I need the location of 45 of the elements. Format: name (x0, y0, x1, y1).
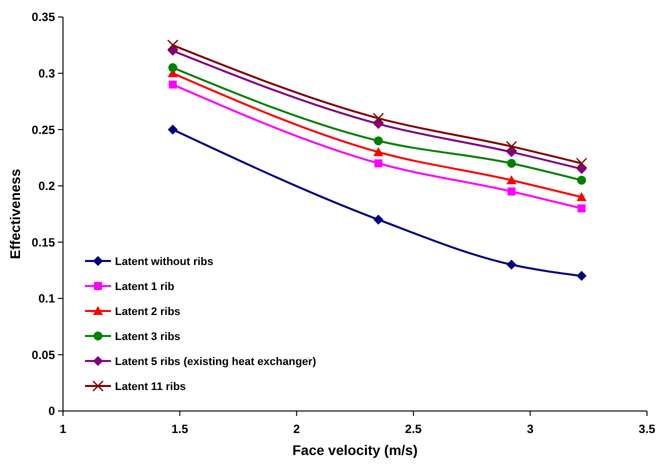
y-tick-label: 0.1 (38, 292, 56, 306)
legend-label: Latent 2 ribs (115, 306, 180, 318)
y-tick-label: 0.35 (32, 10, 56, 24)
point (373, 118, 384, 129)
legend-label: Latent without ribs (115, 256, 214, 268)
point (374, 159, 382, 168)
point (168, 80, 177, 89)
point (374, 136, 383, 146)
point (373, 147, 384, 156)
x-tick-label: 3.5 (638, 422, 656, 436)
point (576, 192, 587, 202)
point (168, 124, 178, 135)
y-tick-label: 0.25 (32, 122, 56, 137)
point (506, 175, 517, 184)
point (372, 112, 384, 124)
point (578, 204, 586, 212)
legend-label: Latent 3 ribs (115, 330, 180, 343)
x-tick-label: 3 (526, 422, 534, 436)
point (508, 187, 516, 196)
point (373, 214, 384, 225)
point (167, 39, 178, 51)
point (576, 270, 587, 281)
legend-label: Latent 1 rib (115, 280, 175, 293)
y-tick-label: 0.05 (32, 348, 56, 362)
point (506, 260, 517, 270)
legend-label: Latent 5 ribs (existing heat exchanger) (115, 356, 316, 368)
y-tick-label: 0.15 (32, 235, 56, 250)
x-tick-label: 2 (293, 422, 300, 436)
x-axis-title: Face velocity (m/s) (292, 442, 418, 458)
point (168, 46, 178, 56)
y-axis-title: Effectiveness (7, 168, 23, 260)
point (506, 147, 517, 158)
y-tick-label: 0.2 (38, 179, 56, 194)
x-tick-label: 1.5 (171, 422, 188, 436)
x-tick-label: 2.5 (405, 422, 422, 436)
point (577, 176, 586, 185)
point (576, 164, 587, 174)
y-tick-label: 0.3 (38, 66, 56, 80)
point (506, 140, 518, 152)
y-tick-label: 0 (48, 404, 56, 418)
x-tick-label: 1 (60, 422, 67, 436)
point (168, 63, 178, 72)
legend-label: Latent 11 ribs (115, 380, 186, 393)
point (576, 158, 588, 169)
point (507, 158, 516, 168)
